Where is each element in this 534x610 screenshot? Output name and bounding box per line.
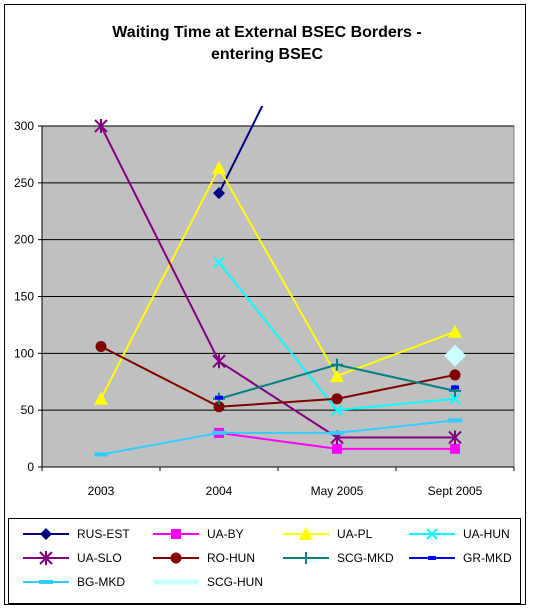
y-tick-label: 150 <box>14 290 34 304</box>
data-point-gr-mkd <box>451 385 459 390</box>
legend-marker <box>39 580 53 584</box>
data-point-ua-slo <box>212 354 226 369</box>
legend-marker <box>170 552 182 564</box>
legend-label: BG-MKD <box>77 575 125 589</box>
x-tick-label: Sept 2005 <box>428 484 483 498</box>
series-ua-slo <box>94 119 462 445</box>
data-point-ua-hun <box>213 256 225 269</box>
y-tick-label: 100 <box>14 346 34 360</box>
legend-item-rus-est: RUS-EST <box>19 525 139 543</box>
data-point-rus-est <box>213 187 225 200</box>
legend-label: UA-HUN <box>463 527 510 541</box>
data-point-ro-hun <box>449 369 461 381</box>
legend-item-bg-mkd: BG-MKD <box>19 573 139 591</box>
legend-item-gr-mkd: GR-MKD <box>405 549 525 567</box>
data-point-ua-pl <box>330 369 344 383</box>
legend-marker <box>171 529 181 539</box>
data-point-ro-hun <box>95 341 107 353</box>
legend-item-scg-mkd: SCG-MKD <box>279 549 399 567</box>
data-point-ro-hun <box>331 393 343 405</box>
x-tick-label: 2003 <box>88 484 115 498</box>
x-tick-label: 2004 <box>206 484 233 498</box>
chart-title: Waiting Time at External BSEC Borders - … <box>0 22 534 66</box>
x-tick-label: May 2005 <box>311 484 364 498</box>
legend-swatch <box>153 552 199 564</box>
legend-label: UA-PL <box>337 527 373 541</box>
data-point-bg-mkd <box>94 452 108 457</box>
legend-marker <box>299 527 313 540</box>
data-point-ua-hun <box>331 404 343 416</box>
legend-item-ua-by: UA-BY <box>149 525 269 543</box>
y-tick-label: 300 <box>14 119 34 133</box>
data-point-ua-slo <box>94 119 108 133</box>
data-point-ua-hun <box>449 393 461 405</box>
legend-marker <box>426 528 438 540</box>
data-point-scg-mkd <box>331 358 343 371</box>
legend-label: SCG-MKD <box>337 551 394 565</box>
series-ro-hun <box>95 341 461 413</box>
chart-title-line-1: Waiting Time at External BSEC Borders - <box>112 24 422 41</box>
legend-label: SCG-HUN <box>207 575 263 589</box>
legend-swatch <box>23 580 69 584</box>
legend-label: UA-BY <box>207 527 244 541</box>
legend-item-ua-pl: UA-PL <box>279 525 399 543</box>
data-point-ro-hun <box>213 401 225 413</box>
chart-title-line-2: entering BSEC <box>210 46 323 63</box>
data-point-ua-pl <box>212 161 226 175</box>
series-ua-hun <box>213 256 461 416</box>
data-point-bg-mkd <box>330 430 344 435</box>
y-tick-label: 0 <box>27 460 34 474</box>
y-tick-label: 200 <box>14 233 34 247</box>
legend-marker <box>428 556 436 560</box>
series-gr-mkd <box>215 385 459 400</box>
legend-swatch <box>409 528 455 540</box>
chart-legend: RUS-EST UA-BY UA-PL UA-HUN UA-SLO RO-HUN SCG-M… <box>8 518 521 604</box>
data-point-ua-pl <box>448 324 462 338</box>
legend-marker <box>40 528 52 540</box>
legend-swatch <box>283 527 329 540</box>
legend-marker <box>39 551 53 565</box>
data-point-ua-slo <box>448 430 462 445</box>
y-tick-label: 250 <box>14 176 34 190</box>
series-bg-mkd <box>94 418 462 457</box>
legend-swatch <box>283 552 329 564</box>
legend-swatch <box>23 551 69 565</box>
legend-item-ua-slo: UA-SLO <box>19 549 139 567</box>
legend-swatch <box>409 556 455 560</box>
series-line-ua-slo <box>100 125 455 439</box>
legend-label: RO-HUN <box>207 551 255 565</box>
series-rus-est <box>213 106 264 200</box>
legend-marker <box>300 552 312 564</box>
series-line-rus-est <box>218 106 264 194</box>
series-line-bg-mkd <box>100 419 456 456</box>
series-scg-hun <box>444 344 466 367</box>
legend-item-scg-hun: SCG-HUN <box>149 573 269 591</box>
data-point-scg-hun <box>444 344 466 367</box>
data-point-bg-mkd <box>212 430 226 435</box>
data-point-ua-by <box>332 443 342 454</box>
series-line-ua-pl <box>100 165 456 400</box>
legend-label: GR-MKD <box>463 551 512 565</box>
series-ua-pl <box>94 161 462 405</box>
legend-label: RUS-EST <box>77 527 130 541</box>
series-line-ro-hun <box>100 345 456 408</box>
legend-item-ua-hun: UA-HUN <box>405 525 525 543</box>
data-point-gr-mkd <box>215 395 223 400</box>
legend-item-ro-hun: RO-HUN <box>149 549 269 567</box>
legend-swatch <box>153 529 199 539</box>
data-point-ua-by <box>450 443 460 454</box>
data-point-ua-pl <box>94 391 108 405</box>
data-point-bg-mkd <box>448 418 462 423</box>
legend-label: UA-SLO <box>77 551 122 565</box>
legend-swatch <box>23 528 69 540</box>
y-tick-label: 50 <box>21 403 35 417</box>
legend-swatch <box>153 579 199 585</box>
